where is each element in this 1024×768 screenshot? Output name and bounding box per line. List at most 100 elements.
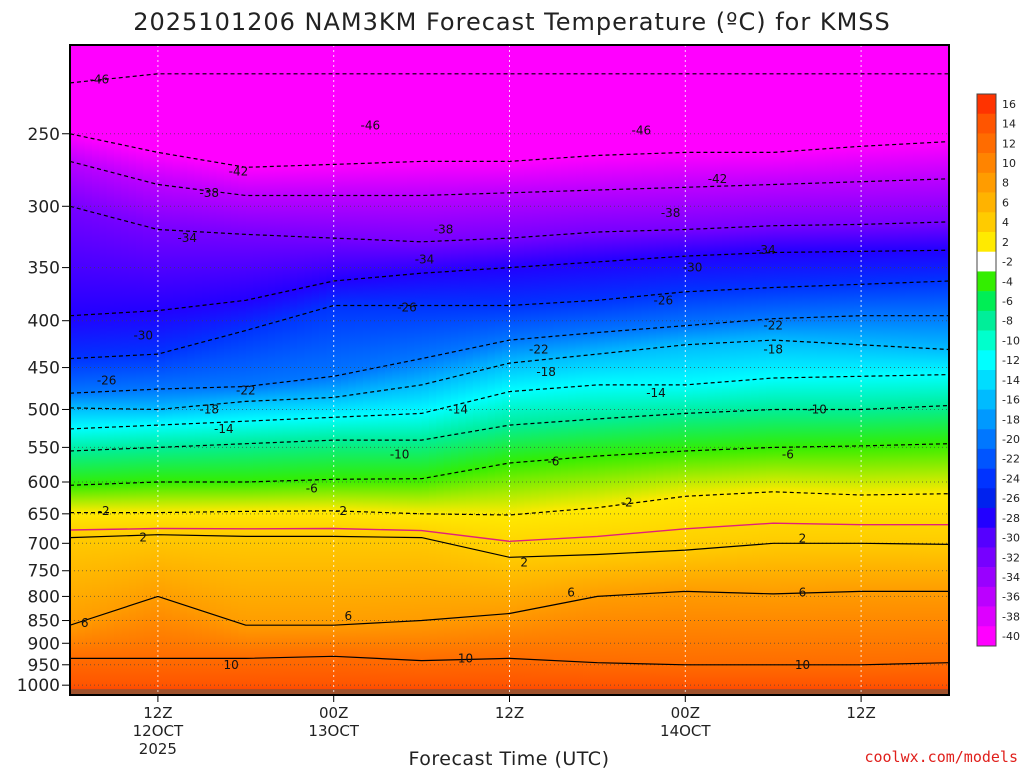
contour-label-text: 6 [81, 616, 89, 630]
colorbar-swatch [977, 429, 996, 450]
x-tick-label: 00Z [319, 704, 348, 722]
x-tick-date: 14OCT [660, 722, 711, 740]
credit-link[interactable]: coolwx.com/models [864, 748, 1018, 766]
contour-label: -22 [236, 384, 256, 398]
y-tick-label: 250 [28, 125, 60, 145]
colorbar-swatch [977, 153, 996, 174]
contour-label: -2 [621, 496, 633, 510]
isotherm--38 [70, 160, 949, 197]
contour-label-text: -18 [199, 402, 219, 416]
contour-label-text: 2 [139, 531, 147, 545]
y-tick-label: 700 [28, 534, 60, 554]
contour-label: 6 [345, 609, 353, 623]
isotherm--34 [70, 205, 949, 243]
colorbar-tick-label: -24 [1002, 472, 1020, 485]
colorbar-swatch [977, 389, 996, 410]
y-tick-label: 850 [28, 612, 60, 632]
contour-label-text: 6 [567, 585, 575, 599]
isotherm--22 [70, 315, 949, 394]
contour-label: 6 [81, 616, 89, 630]
contour-label: -2 [98, 504, 110, 518]
contour-label: -22 [529, 342, 549, 356]
contour-label-text: -10 [807, 402, 827, 416]
contour-label-text: 10 [224, 658, 239, 672]
contour-label-text: -46 [89, 72, 109, 86]
contour-label: -10 [390, 448, 410, 462]
contour-label-text: 2 [520, 556, 528, 570]
contour-label-text: -6 [547, 455, 559, 469]
contour-label: 2 [799, 532, 807, 546]
x-tick-label: 12Z [495, 704, 524, 722]
contour-label-text: -2 [335, 504, 347, 518]
contour-label-text: -2 [621, 496, 633, 510]
colorbar-tick-label: -28 [1002, 512, 1020, 525]
colorbar-tick-label: 10 [1002, 157, 1016, 170]
colorbar-tick-label: -10 [1002, 334, 1020, 347]
colorbar-swatch [977, 172, 996, 193]
colorbar-swatch [977, 133, 996, 154]
x-axis-label: Forecast Time (UTC) [409, 748, 610, 768]
contour-label: -38 [661, 206, 681, 220]
isotherm-6 [70, 590, 949, 626]
isotherm--14 [70, 374, 949, 430]
contour-label-text: -42 [229, 165, 249, 179]
contour-label-text: -34 [756, 243, 776, 257]
contour-label-text: -38 [199, 186, 219, 200]
contour-label-text: -2 [98, 504, 110, 518]
colorbar-swatch [977, 626, 996, 647]
contour-label-text: -46 [632, 124, 652, 138]
isotherm--26 [70, 280, 949, 360]
contour-label: 2 [139, 531, 147, 545]
colorbar-tick-label: -26 [1002, 492, 1020, 505]
colorbar-tick-label: -22 [1002, 453, 1020, 466]
contour-label: -6 [306, 482, 318, 496]
y-tick-label: 500 [28, 400, 60, 420]
contour-label-text: -22 [529, 342, 549, 356]
isotherm-labels: -46 -46 -46 -42 -42 -38 -38 -38 -34 -34 -34 -30 -30 -… [81, 72, 827, 671]
contour-label: -42 [708, 172, 728, 186]
colorbar-swatch [977, 527, 996, 548]
y-tick-label: 750 [28, 562, 60, 582]
colorbar-tick-label: 2 [1002, 236, 1009, 249]
y-tick-label: 550 [28, 438, 60, 458]
contour-label-text: 10 [458, 651, 473, 665]
contour-label-text: -38 [434, 222, 454, 236]
colorbar-swatch [977, 488, 996, 509]
temperature-fill [70, 45, 949, 695]
contour-label-text: -26 [97, 374, 117, 388]
colorbar-tick-label: -32 [1002, 551, 1020, 564]
plot-area: -46 -46 -46 -42 -42 -38 -38 -38 -34 -34 -34 -30 -30 -… [70, 45, 949, 695]
contour-label: 6 [799, 585, 807, 599]
freezing-line [70, 522, 949, 543]
isotherm-2 [70, 534, 949, 558]
contour-label-text: -14 [214, 422, 234, 436]
y-tick-label: 350 [28, 259, 60, 279]
colorbar-swatch [977, 310, 996, 331]
isotherm--30 [70, 249, 949, 317]
isotherm-contours [70, 73, 949, 666]
colorbar-swatch [977, 212, 996, 233]
colorbar-swatch [977, 508, 996, 529]
contour-label-text: -14 [646, 386, 666, 400]
colorbar: 16 14 12 10 8 6 4 2 -2 -4 -6 -8 -10 -12 -14 -16 -18 -20 -2… [976, 93, 1020, 647]
contour-label-text: 2 [799, 532, 807, 546]
contour-label-text: -34 [415, 253, 435, 267]
colorbar-swatch [977, 232, 996, 253]
contour-label: -26 [397, 301, 417, 315]
colorbar-swatch [977, 448, 996, 469]
colorbar-tick-label: -6 [1002, 295, 1013, 308]
contour-label-text: -6 [782, 448, 794, 462]
colorbar-tick-label: -8 [1002, 315, 1013, 328]
contour-label-text: -18 [763, 342, 783, 356]
contour-label-text: -18 [536, 365, 556, 379]
contour-label: -46 [89, 72, 109, 86]
x-tick-year: 2025 [139, 740, 177, 758]
contour-label-text: -30 [133, 328, 153, 342]
colorbar-tick-label: 6 [1002, 196, 1009, 209]
colorbar-tick-label: -40 [1002, 630, 1020, 643]
contour-label: -42 [229, 165, 249, 179]
contour-label: -14 [448, 402, 468, 416]
chart-title: 2025101206 NAM3KM Forecast Temperature (… [133, 8, 891, 36]
colorbar-swatch [977, 291, 996, 312]
